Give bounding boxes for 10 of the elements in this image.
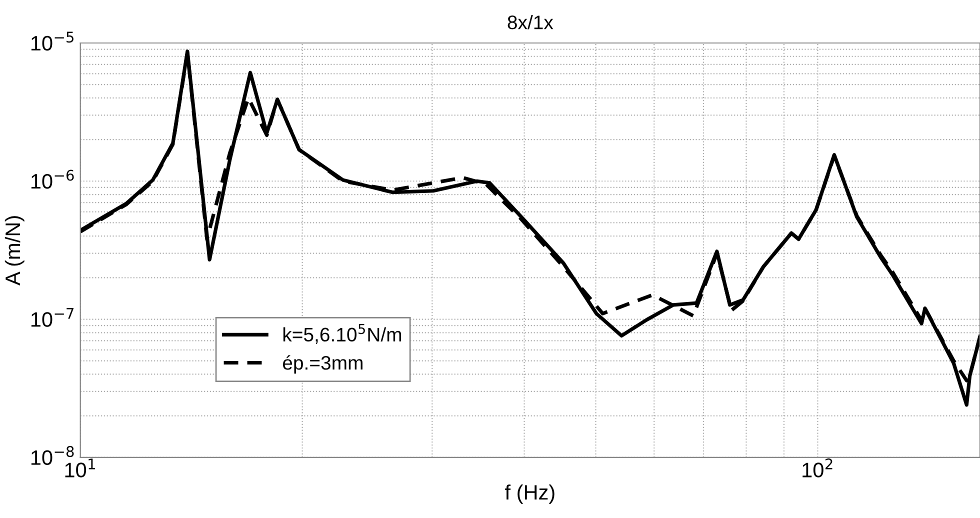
- y-axis-title: A (m/N): [4, 216, 24, 286]
- legend-label: ép.=3mm: [282, 355, 362, 374]
- legend-label: k=5,6.10$^{5}$N/m: [283, 324, 402, 344]
- chart-title: 8x/1x: [508, 15, 554, 30]
- y-tick-label: 10$^{−6}$: [31, 170, 74, 189]
- y-tick-label: 10$^{−5}$: [31, 32, 74, 51]
- y-tick-label: 10$^{−7}$: [31, 308, 74, 327]
- x-tick-label: 10$^{2}$: [802, 458, 832, 478]
- x-axis-title: f (Hz): [505, 484, 554, 504]
- x-tick-label: 10$^{1}$: [65, 458, 95, 478]
